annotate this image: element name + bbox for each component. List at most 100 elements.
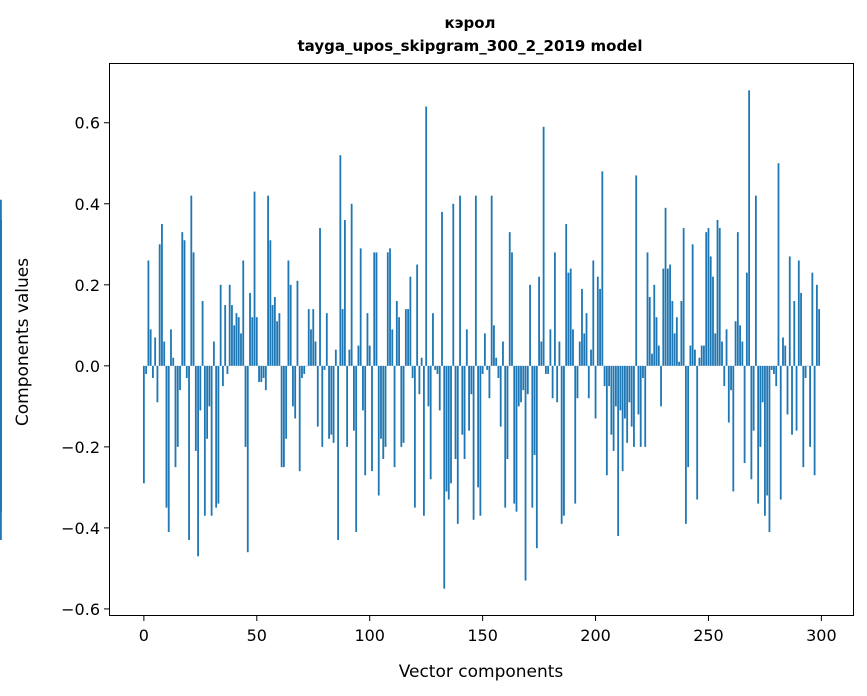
bar xyxy=(416,264,419,366)
bar xyxy=(714,333,717,366)
bar xyxy=(298,365,301,472)
bar xyxy=(231,305,233,366)
bar xyxy=(481,365,484,374)
bar xyxy=(678,361,681,366)
bar xyxy=(393,365,396,468)
bar xyxy=(782,337,784,366)
bar xyxy=(488,365,491,399)
bar xyxy=(696,365,699,500)
bar xyxy=(319,228,321,366)
bar xyxy=(646,252,649,366)
y-tick-label: −0.6 xyxy=(61,600,100,619)
bar xyxy=(222,365,224,387)
bar xyxy=(0,260,2,366)
bar xyxy=(219,284,222,366)
bar xyxy=(531,365,534,508)
bar xyxy=(474,195,477,366)
bar xyxy=(635,175,638,366)
x-axis-ticks: 0 50 100 150 200 250 300 xyxy=(139,615,837,645)
bar xyxy=(544,365,547,374)
x-tick-label: 200 xyxy=(580,626,611,645)
bar xyxy=(447,365,450,500)
bar xyxy=(596,276,599,366)
bar xyxy=(429,365,432,480)
bar xyxy=(368,345,371,366)
bar xyxy=(558,341,561,366)
bar xyxy=(240,333,242,366)
bar xyxy=(727,365,730,423)
bar xyxy=(321,365,324,447)
bar xyxy=(289,284,292,366)
chart-title: кэрол xyxy=(444,14,495,32)
bar xyxy=(788,256,791,366)
bar xyxy=(639,365,642,447)
bar xyxy=(192,252,195,366)
bar xyxy=(511,252,513,366)
bar xyxy=(459,195,461,366)
bar xyxy=(212,341,215,366)
bar xyxy=(642,365,644,378)
bar xyxy=(176,365,179,447)
bar xyxy=(224,305,227,366)
bar xyxy=(750,365,753,480)
bar xyxy=(698,357,701,366)
y-tick-label: 0.6 xyxy=(75,114,100,133)
bar xyxy=(328,365,330,439)
bar xyxy=(357,345,360,366)
bar xyxy=(703,345,705,366)
bar xyxy=(815,284,818,366)
bar xyxy=(628,365,631,403)
bar xyxy=(323,365,326,370)
bar xyxy=(384,365,387,447)
y-tick-label: −0.2 xyxy=(61,438,100,457)
bar xyxy=(547,365,550,374)
bar xyxy=(255,317,258,366)
bar xyxy=(689,345,692,366)
bar xyxy=(603,365,606,387)
bar xyxy=(149,329,152,366)
bar xyxy=(809,365,811,447)
bar xyxy=(425,106,428,366)
bar xyxy=(529,284,531,366)
bar xyxy=(657,345,660,366)
bar xyxy=(450,365,452,484)
bar xyxy=(612,365,615,451)
bar xyxy=(748,90,751,366)
bar xyxy=(203,365,206,516)
bar xyxy=(152,365,154,378)
bar xyxy=(418,365,421,395)
bar xyxy=(590,349,592,366)
bar xyxy=(662,268,665,366)
bar xyxy=(316,365,319,427)
bar xyxy=(366,313,369,366)
bar xyxy=(215,365,218,508)
bar xyxy=(337,365,339,541)
bar xyxy=(563,365,565,516)
bar xyxy=(470,365,473,395)
bar xyxy=(804,365,807,378)
bar xyxy=(673,333,676,366)
bar xyxy=(285,365,288,439)
bar xyxy=(167,365,170,532)
bar xyxy=(716,219,719,366)
bar xyxy=(210,365,213,516)
bar xyxy=(364,365,367,476)
bar xyxy=(303,365,306,374)
bar xyxy=(461,365,464,435)
bar xyxy=(486,365,489,370)
bar xyxy=(739,325,741,366)
bar xyxy=(271,305,274,366)
bar xyxy=(278,313,281,366)
bar xyxy=(258,365,260,383)
bar xyxy=(506,365,509,460)
bar xyxy=(725,329,728,366)
bar xyxy=(513,365,516,504)
bar xyxy=(517,365,520,407)
bar xyxy=(721,341,723,366)
bar xyxy=(578,341,581,366)
bar xyxy=(280,365,283,468)
bar xyxy=(818,309,821,366)
bar xyxy=(504,365,507,508)
bar xyxy=(156,365,159,403)
bar xyxy=(233,325,236,366)
